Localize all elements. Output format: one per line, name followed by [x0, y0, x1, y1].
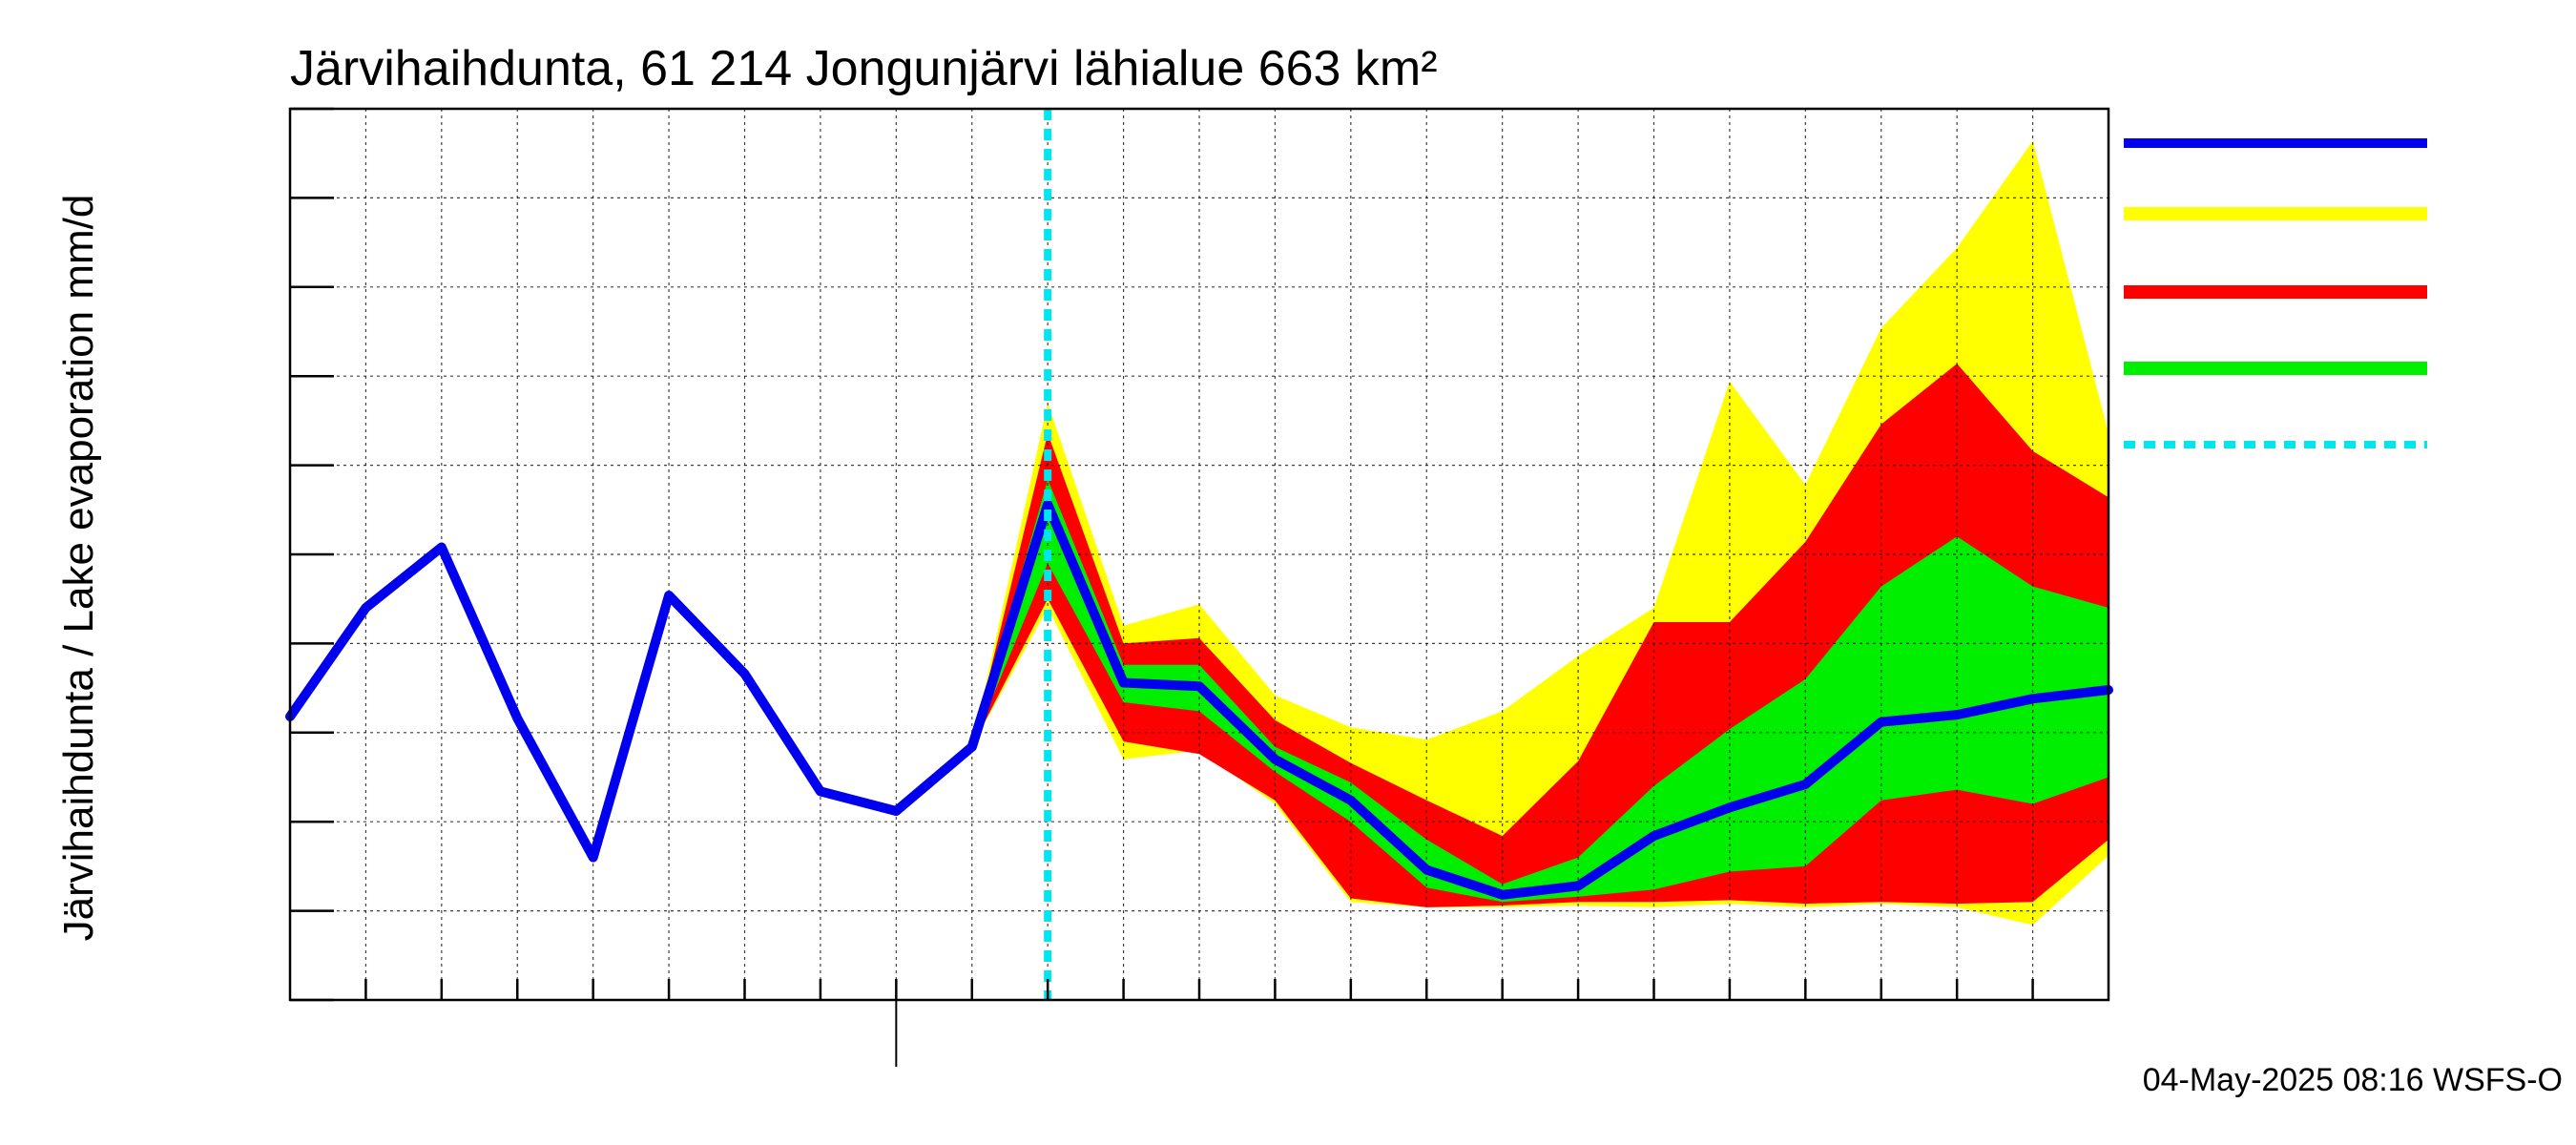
- y-axis-label: Järvihaihdunta / Lake evaporation mm/d: [55, 195, 102, 942]
- legend-swatch-band: [2124, 207, 2427, 220]
- legend: [2124, 138, 2427, 448]
- chart-title: Järvihaihdunta, 61 214 Jongunjärvi lähia…: [290, 41, 1438, 96]
- forecast-bands: [971, 140, 2109, 926]
- legend-swatch-band: [2124, 362, 2427, 375]
- timestamp: 04-May-2025 08:16 WSFS-O: [2143, 1062, 2563, 1098]
- series-forecast-median-line: [966, 499, 2113, 900]
- series-history-line: [285, 499, 1053, 863]
- grid: [290, 109, 2109, 1000]
- y-tick-labels: [290, 107, 334, 1002]
- series-lines: [285, 499, 2113, 900]
- legend-swatch-band: [2124, 285, 2427, 299]
- band-25-75: [971, 479, 2109, 903]
- x-tick-labels: [364, 979, 2034, 1000]
